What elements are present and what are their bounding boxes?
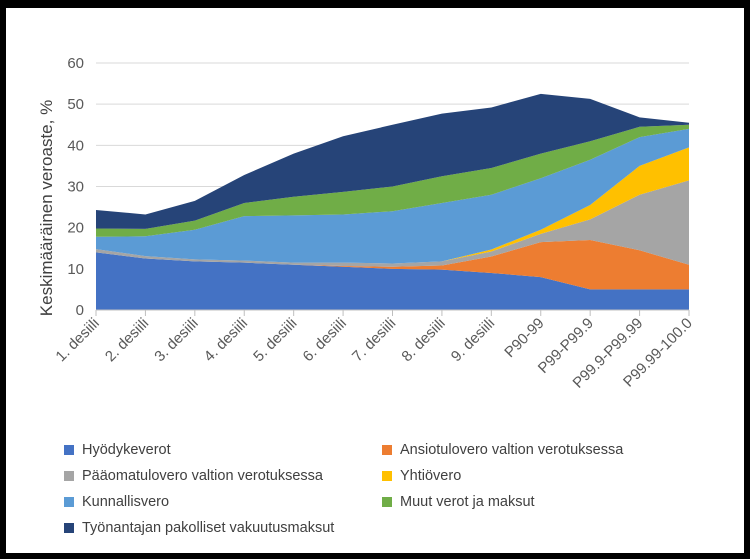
- area-series: [96, 93, 689, 310]
- area-ansiotulovero-valtion-verotuksessa: [96, 240, 689, 290]
- legend-item: Työnantajan pakolliset vakuutusmaksut: [64, 518, 382, 538]
- legend-label: Työnantajan pakolliset vakuutusmaksut: [82, 520, 335, 536]
- x-tick-label: 7. desiili: [349, 315, 399, 365]
- legend-swatch: [382, 497, 392, 507]
- area-hyodykeverot: [96, 252, 689, 310]
- legend-item: Hyödykeverot: [64, 440, 382, 460]
- area-muut-verot-ja-maksut: [96, 124, 689, 237]
- y-tick-label: 0: [76, 302, 84, 319]
- x-tick-label: 1. desiili: [52, 315, 102, 365]
- legend-label: Kunnallisvero: [82, 494, 170, 510]
- area-kunnallisvero: [96, 128, 689, 264]
- legend-swatch: [64, 523, 74, 533]
- x-tick-label: 5. desiili: [250, 315, 300, 365]
- axes: [95, 309, 690, 316]
- y-tick-label: 20: [67, 220, 84, 237]
- y-tick-label: 10: [67, 261, 84, 278]
- x-tick-label: 2. desiili: [102, 315, 152, 365]
- legend-swatch: [64, 471, 74, 481]
- stacked-area-chart: 0 10 20 30 40 50 60 1. desiili 2. desiili 3. des…: [37, 55, 696, 392]
- y-axis-label: Keskimääräinen veroaste, %: [37, 100, 56, 316]
- x-tick-label: 6. desiili: [300, 315, 350, 365]
- legend-swatch: [382, 445, 392, 455]
- legend-label: Ansiotulovero valtion verotuksessa: [400, 442, 624, 458]
- y-tick-labels: 0 10 20 30 40 50 60: [67, 55, 84, 319]
- y-tick-label: 60: [67, 55, 84, 72]
- x-tick-label: 4. desiili: [201, 315, 251, 365]
- legend-item: Ansiotulovero valtion verotuksessa: [382, 440, 712, 460]
- legend-swatch: [64, 497, 74, 507]
- y-tick-label: 40: [67, 137, 84, 154]
- legend-label: Yhtiövero: [400, 468, 462, 484]
- y-tick-label: 50: [67, 96, 84, 113]
- legend-swatch: [382, 471, 392, 481]
- x-tick-label: 3. desiili: [151, 315, 201, 365]
- x-tick-label: 8. desiili: [398, 315, 448, 365]
- y-tick-label: 30: [67, 179, 84, 196]
- x-tick-labels: 1. desiili 2. desiili 3. desiili 4. desiili…: [52, 315, 695, 392]
- x-tick-label: P90-99: [501, 315, 547, 361]
- legend-item: Pääomatulovero valtion verotuksessa: [64, 466, 382, 486]
- legend-item: Kunnallisvero: [64, 492, 382, 512]
- chart-frame: 0 10 20 30 40 50 60 1. desiili 2. desiili 3. des…: [6, 8, 744, 553]
- legend-label: Pääomatulovero valtion verotuksessa: [82, 468, 323, 484]
- area-tyonantajan-pakolliset-vakuutusmaksut: [96, 93, 689, 229]
- area-paaomatulovero-valtion-verotuksessa: [96, 180, 689, 267]
- legend-label: Muut verot ja maksut: [400, 494, 535, 510]
- x-tick-label: 9. desiili: [448, 315, 498, 365]
- legend: Hyödykeverot Ansiotulovero valtion verotu…: [64, 440, 724, 538]
- legend-label: Hyödykeverot: [82, 442, 171, 458]
- legend-item: Yhtiövero: [382, 466, 712, 486]
- legend-swatch: [64, 445, 74, 455]
- legend-item: Muut verot ja maksut: [382, 492, 712, 512]
